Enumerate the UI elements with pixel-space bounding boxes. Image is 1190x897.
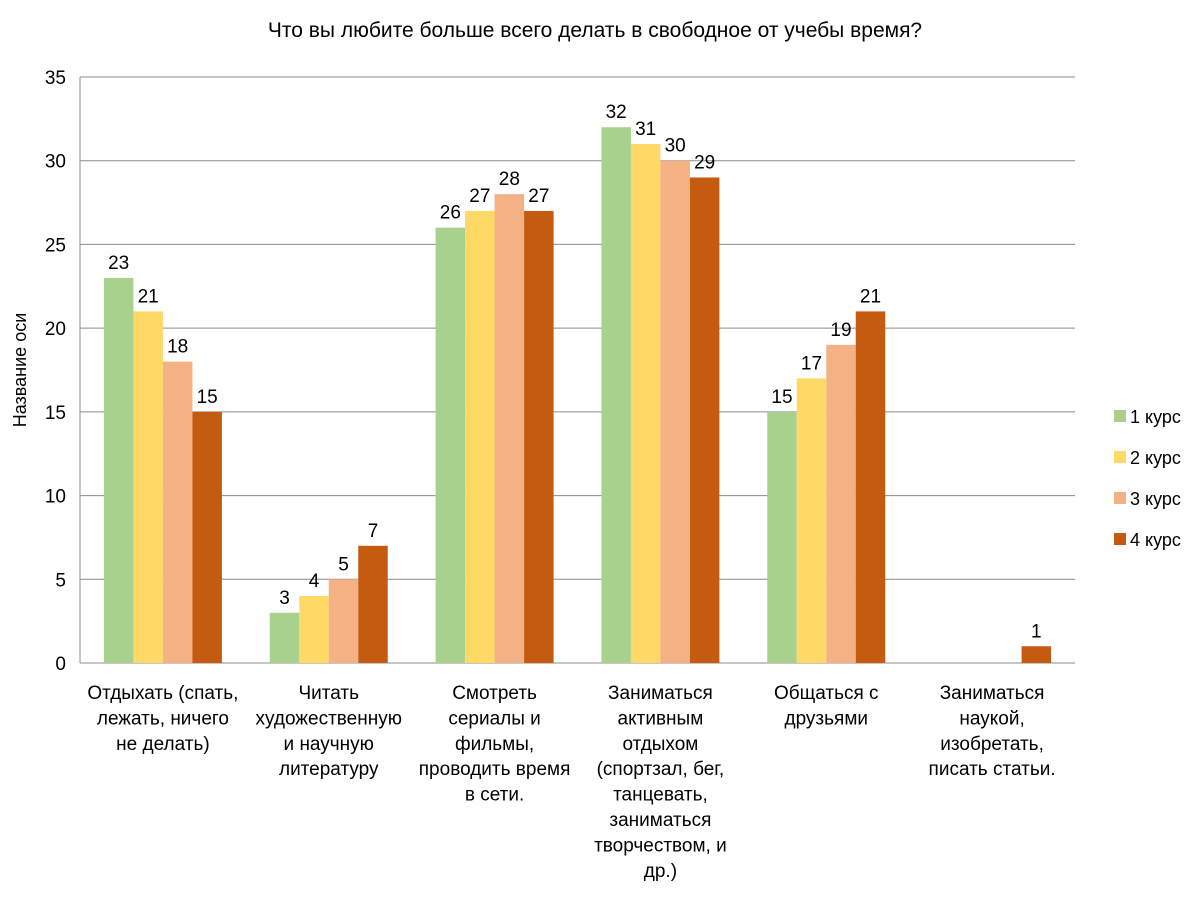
data-label: 18 xyxy=(167,337,188,358)
x-category-label: в сети. xyxy=(465,785,524,806)
x-category-label: не делать) xyxy=(116,734,210,755)
x-category-label: Общаться с xyxy=(774,683,879,704)
data-label: 15 xyxy=(197,387,218,408)
x-category-label: и научную xyxy=(284,734,374,755)
bar xyxy=(435,227,466,663)
data-label: 32 xyxy=(606,102,627,123)
data-label: 30 xyxy=(665,136,686,157)
data-label: 21 xyxy=(860,286,881,307)
x-category-label: проводить время xyxy=(419,759,571,780)
x-category-label: творчеством, и xyxy=(594,835,727,856)
data-label: 5 xyxy=(338,554,349,575)
legend-swatch xyxy=(1114,533,1126,545)
bar xyxy=(103,277,134,663)
bar xyxy=(1021,646,1052,663)
bar xyxy=(767,411,797,663)
bar xyxy=(465,210,495,663)
data-labels: 23 3 26 32 15 21 4 27 31 17 18 5 28 30 19 15 7 27 29 21 1 xyxy=(108,102,1042,642)
data-label: 15 xyxy=(771,387,792,408)
x-category-label: лежать, ничего xyxy=(97,708,229,729)
data-label: 7 xyxy=(368,521,379,542)
x-category-label: Заниматься xyxy=(608,683,713,704)
bar xyxy=(630,143,661,663)
bar xyxy=(826,344,856,663)
y-tick-label: 5 xyxy=(55,570,66,591)
data-label: 27 xyxy=(469,186,490,207)
data-label: 3 xyxy=(279,588,290,609)
data-label: 21 xyxy=(138,286,159,307)
data-label: 1 xyxy=(1031,621,1042,642)
data-label: 19 xyxy=(830,320,851,341)
data-label: 31 xyxy=(635,119,656,140)
x-category-label: заниматься xyxy=(609,810,711,831)
bar xyxy=(601,127,631,663)
y-axis-label: Название оси xyxy=(10,313,30,428)
x-category-label: фильмы, xyxy=(455,734,534,755)
x-axis-categories: Отдыхать (спать, лежать, ничего не делать)… xyxy=(87,683,1055,882)
x-category-label: литературу xyxy=(279,759,379,780)
data-label: 28 xyxy=(499,169,520,190)
bar xyxy=(494,194,525,663)
x-category-label: др.) xyxy=(644,861,677,882)
data-label: 4 xyxy=(309,571,320,592)
x-category-label: изобретать, xyxy=(940,734,1044,755)
y-tick-label: 0 xyxy=(55,654,66,675)
x-category-label: танцевать, xyxy=(613,785,708,806)
x-category-label: наукой, xyxy=(959,708,1024,729)
x-category-label: (спортзал, бег, xyxy=(597,759,725,780)
bar xyxy=(660,160,690,663)
chart-title: Что вы любите больше всего делать в своб… xyxy=(268,19,922,42)
bar xyxy=(796,378,827,663)
data-label: 29 xyxy=(694,152,715,173)
x-category-label: отдыхом xyxy=(622,734,698,755)
legend-label: 3 курс xyxy=(1130,489,1181,509)
legend: 1 курс 2 курс 3 курс 4 курс xyxy=(1114,407,1181,550)
legend-label: 1 курс xyxy=(1130,407,1181,427)
x-category-label: сериалы и xyxy=(448,708,540,729)
bar xyxy=(855,311,886,663)
y-tick-label: 25 xyxy=(45,235,66,256)
bar xyxy=(162,361,193,663)
x-category-label: Смотреть xyxy=(452,683,537,704)
x-category-label: Заниматься xyxy=(940,683,1045,704)
y-tick-label: 35 xyxy=(45,68,66,89)
y-tick-label: 10 xyxy=(45,487,66,508)
bar xyxy=(328,579,359,663)
legend-swatch xyxy=(1114,410,1126,422)
bars xyxy=(103,127,1052,663)
data-label: 27 xyxy=(528,186,549,207)
y-tick-label: 15 xyxy=(45,403,66,424)
x-category-label: Отдыхать (спать, xyxy=(87,683,238,704)
gridlines xyxy=(79,76,1075,664)
bar xyxy=(192,411,222,663)
bar xyxy=(524,210,554,663)
y-tick-label: 20 xyxy=(45,319,66,340)
legend-label: 4 курс xyxy=(1130,530,1181,550)
bar xyxy=(133,311,163,663)
bar xyxy=(269,612,300,663)
y-axis-ticks: 0 5 10 15 20 25 30 35 xyxy=(45,68,66,675)
x-category-label: художественную xyxy=(256,708,402,729)
legend-swatch xyxy=(1114,451,1126,463)
x-category-label: друзьями xyxy=(784,708,868,729)
data-label: 26 xyxy=(440,203,461,224)
y-tick-label: 30 xyxy=(45,152,66,173)
legend-label: 2 курс xyxy=(1130,448,1181,468)
data-label: 23 xyxy=(108,253,129,274)
bar xyxy=(358,545,388,663)
x-category-label: Читать xyxy=(298,683,359,704)
bar xyxy=(689,177,720,663)
x-category-label: писать статьи. xyxy=(929,759,1056,780)
legend-swatch xyxy=(1114,492,1126,504)
data-label: 17 xyxy=(801,353,822,374)
bar xyxy=(299,596,329,663)
x-category-label: активным xyxy=(618,708,704,729)
